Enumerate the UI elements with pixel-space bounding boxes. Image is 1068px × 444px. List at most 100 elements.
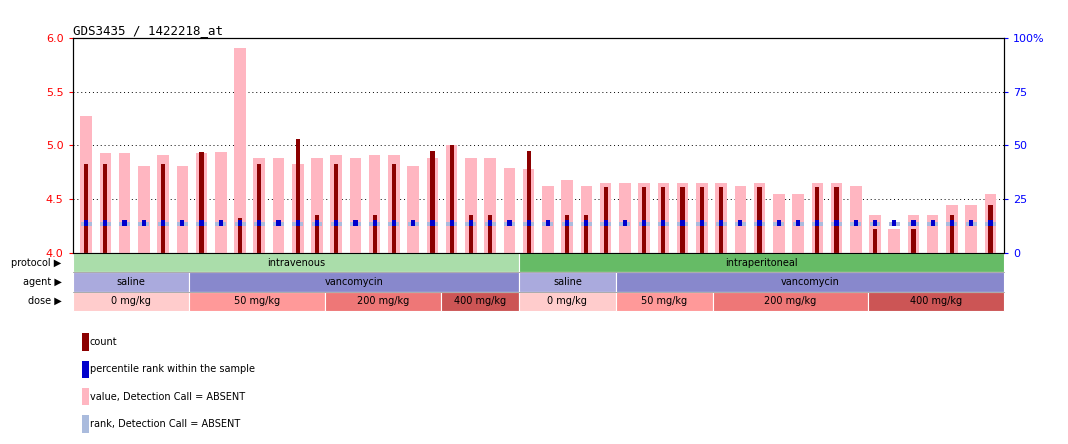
Bar [408, 222, 419, 226]
Text: GDS3435 / 1422218_at: GDS3435 / 1422218_at [73, 24, 222, 36]
Bar [80, 116, 92, 253]
Bar [988, 220, 992, 226]
Bar [719, 220, 723, 226]
Bar [853, 220, 858, 226]
Bar [757, 220, 761, 226]
Bar [584, 215, 588, 253]
Bar [639, 183, 649, 253]
Bar [82, 361, 89, 378]
Text: 50 mg/kg: 50 mg/kg [234, 296, 280, 306]
Bar [392, 220, 396, 226]
Text: rank, Detection Call = ABSENT: rank, Detection Call = ABSENT [90, 419, 240, 429]
Bar [189, 272, 519, 292]
Bar [507, 220, 512, 226]
Bar [713, 292, 868, 311]
Bar [831, 222, 842, 226]
Bar [277, 220, 281, 226]
Bar [738, 220, 742, 226]
Bar [562, 180, 572, 253]
Bar [911, 220, 915, 226]
Bar [908, 222, 918, 226]
Bar [334, 220, 339, 226]
Bar [407, 166, 419, 253]
Bar [985, 194, 996, 253]
Bar [796, 220, 800, 226]
Bar [488, 215, 492, 253]
Bar [735, 186, 747, 253]
Bar [296, 220, 300, 226]
Bar [82, 388, 89, 405]
Bar [523, 222, 534, 226]
Bar [873, 229, 877, 253]
Bar [368, 155, 380, 253]
Bar [965, 222, 977, 226]
Bar [873, 220, 877, 226]
Bar [430, 220, 435, 226]
Bar [927, 222, 938, 226]
Bar [120, 222, 130, 226]
Bar [325, 292, 441, 311]
Bar [504, 222, 515, 226]
Bar [331, 222, 342, 226]
Bar [773, 222, 784, 226]
Bar [719, 187, 723, 253]
Bar [543, 222, 553, 226]
Bar [527, 151, 531, 253]
Bar [80, 222, 92, 226]
Text: value, Detection Call = ABSENT: value, Detection Call = ABSENT [90, 392, 245, 402]
Bar [273, 222, 284, 226]
Text: percentile rank within the sample: percentile rank within the sample [90, 365, 255, 374]
Bar [869, 215, 881, 253]
Bar [834, 220, 838, 226]
Bar [82, 333, 89, 351]
Bar [700, 187, 704, 253]
Bar [616, 272, 1004, 292]
Bar [696, 183, 708, 253]
Bar [642, 220, 646, 226]
Text: vancomycin: vancomycin [325, 277, 383, 287]
Bar [565, 220, 569, 226]
Bar [754, 222, 765, 226]
Bar [216, 222, 226, 226]
Bar [349, 158, 361, 253]
Bar [450, 145, 454, 253]
Bar [519, 253, 1004, 272]
Bar [197, 222, 207, 226]
Bar [73, 272, 189, 292]
Bar [411, 220, 415, 226]
Bar [969, 220, 973, 226]
Bar [773, 194, 785, 253]
Bar [869, 222, 880, 226]
Bar [272, 158, 284, 253]
Bar [315, 220, 319, 226]
Bar [104, 220, 108, 226]
Bar [161, 220, 166, 226]
Bar [104, 164, 108, 253]
Bar [370, 222, 380, 226]
Text: 200 mg/kg: 200 mg/kg [765, 296, 817, 306]
Bar [219, 220, 223, 226]
Text: 400 mg/kg: 400 mg/kg [454, 296, 506, 306]
Bar [257, 220, 262, 226]
Bar [946, 222, 957, 226]
Bar [616, 292, 713, 311]
Bar [581, 222, 592, 226]
Bar [815, 187, 819, 253]
Bar [584, 220, 588, 226]
Bar [354, 220, 358, 226]
Bar [519, 292, 616, 311]
Bar [119, 153, 130, 253]
Text: 50 mg/kg: 50 mg/kg [641, 296, 688, 306]
Bar [99, 153, 111, 253]
Bar [215, 152, 226, 253]
Bar [658, 222, 669, 226]
Bar [139, 222, 150, 226]
Text: vancomycin: vancomycin [781, 277, 839, 287]
Bar [73, 253, 1004, 280]
Bar [312, 222, 323, 226]
Text: 0 mg/kg: 0 mg/kg [548, 296, 587, 306]
Bar [189, 292, 325, 311]
Bar [892, 220, 896, 226]
Bar [392, 164, 396, 253]
Bar [792, 194, 804, 253]
